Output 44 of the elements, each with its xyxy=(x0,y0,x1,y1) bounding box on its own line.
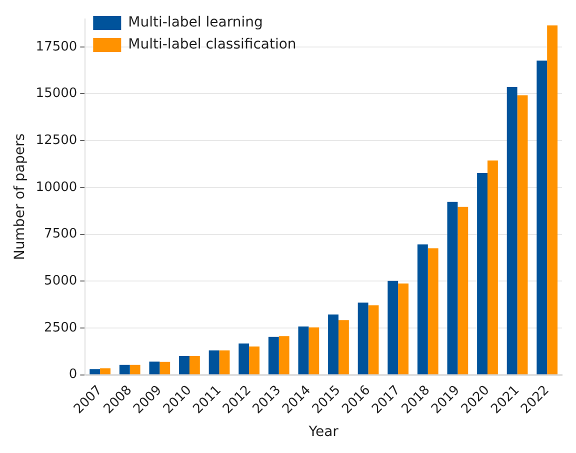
bar xyxy=(249,346,260,374)
bar xyxy=(298,326,309,374)
bar xyxy=(517,95,528,374)
y-tick-label: 7500 xyxy=(44,226,78,242)
bar xyxy=(119,364,130,374)
bar xyxy=(149,362,160,374)
y-tick-label: 15000 xyxy=(36,86,78,102)
bar xyxy=(160,362,170,374)
bar xyxy=(536,60,548,374)
bar xyxy=(328,314,338,374)
y-tick-label: 5000 xyxy=(44,273,78,288)
bar xyxy=(358,302,368,374)
bar xyxy=(477,172,488,374)
bar xyxy=(268,336,279,374)
bar xyxy=(238,343,250,374)
legend-label: Multi-label learning xyxy=(128,14,263,31)
bar xyxy=(458,206,468,374)
bar xyxy=(388,280,398,374)
y-tick-label: 10000 xyxy=(36,180,78,195)
y-tick-label: 2500 xyxy=(44,320,78,336)
bar xyxy=(179,356,190,374)
bar xyxy=(219,350,230,374)
bar xyxy=(308,327,320,374)
bar xyxy=(208,350,220,374)
bar xyxy=(338,320,349,374)
bar xyxy=(487,160,498,374)
y-tick-label: 12500 xyxy=(36,132,78,148)
x-axis-title: Year xyxy=(308,424,339,440)
bar xyxy=(428,248,438,374)
bar xyxy=(90,369,100,374)
y-tick-label: 0 xyxy=(68,367,78,382)
y-tick-label: 17500 xyxy=(36,39,78,54)
bar xyxy=(189,356,200,374)
bar xyxy=(547,25,558,374)
bar xyxy=(100,368,110,374)
bar xyxy=(447,202,458,374)
bar xyxy=(368,305,379,374)
bar xyxy=(398,284,409,374)
legend-label: Multi-label classification xyxy=(128,36,296,53)
bar xyxy=(417,244,428,374)
bar xyxy=(130,364,140,374)
y-axis-title: Number of papers xyxy=(12,133,28,260)
bar xyxy=(278,336,290,374)
bar xyxy=(506,87,518,374)
